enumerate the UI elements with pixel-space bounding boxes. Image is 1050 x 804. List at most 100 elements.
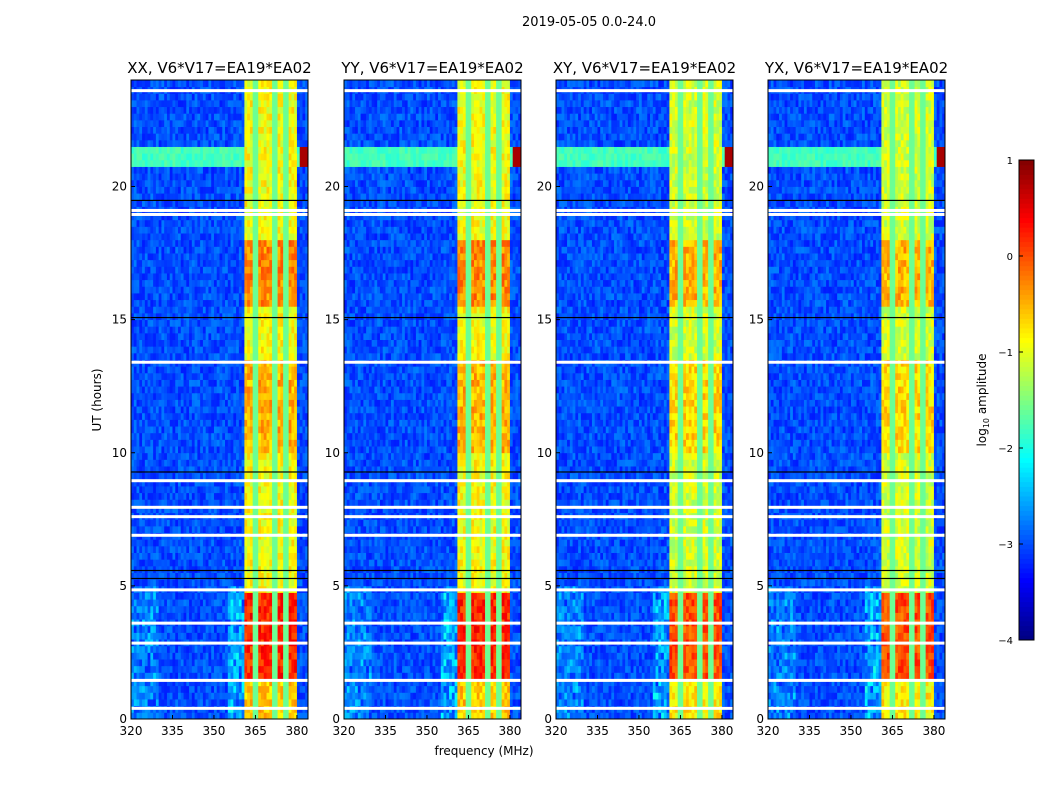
- heatmap-cell: [277, 379, 281, 387]
- heatmap-cell: [150, 679, 154, 687]
- heatmap-cell: [139, 479, 143, 487]
- heatmap-cell: [249, 492, 254, 500]
- heatmap-cell: [139, 306, 143, 314]
- heatmap-cell: [144, 539, 148, 547]
- heatmap-cell: [299, 366, 303, 374]
- heatmap-cell: [277, 665, 281, 673]
- heatmap-cell: [136, 399, 140, 407]
- heatmap-cell: [183, 246, 187, 254]
- heatmap-cell: [153, 219, 157, 227]
- heatmap-cell: [161, 552, 165, 560]
- heatmap-cell: [266, 519, 270, 527]
- heatmap-cell: [249, 525, 254, 534]
- heatmap-cell: [272, 266, 276, 274]
- heatmap-cell: [222, 545, 226, 553]
- heatmap-cell: [155, 366, 160, 374]
- heatmap-cell: [233, 399, 237, 407]
- heatmap-cell: [263, 293, 267, 301]
- heatmap-cell: [191, 712, 196, 720]
- heatmap-cell: [144, 625, 148, 633]
- heatmap-cell: [211, 253, 215, 261]
- heatmap-cell: [225, 219, 229, 227]
- heatmap-cell: [202, 199, 207, 207]
- heatmap-cell: [169, 712, 173, 720]
- heatmap-cell: [233, 346, 237, 354]
- heatmap-cell: [222, 519, 226, 527]
- heatmap-cell: [274, 625, 278, 633]
- heatmap-cell: [183, 259, 187, 267]
- heatmap-cell: [155, 253, 160, 261]
- heatmap-cell: [139, 239, 143, 247]
- heatmap-cell: [272, 346, 276, 354]
- heatmap-cell: [200, 645, 204, 653]
- heatmap-cell: [291, 432, 295, 440]
- heatmap-cell: [208, 386, 212, 394]
- heatmap-cell: [241, 266, 245, 274]
- heatmap-cell: [238, 432, 243, 440]
- heatmap-cell: [211, 559, 215, 567]
- heatmap-cell: [180, 579, 184, 587]
- heatmap-cell: [186, 399, 190, 407]
- heatmap-cell: [139, 446, 143, 454]
- heatmap-cell: [175, 392, 179, 400]
- heatmap-cell: [274, 246, 278, 254]
- heatmap-cell: [227, 352, 231, 360]
- heatmap-cell: [277, 492, 281, 500]
- heatmap-cell: [299, 213, 303, 221]
- heatmap-cell: [158, 559, 162, 567]
- heatmap-cell: [175, 565, 179, 573]
- heatmap-cell: [233, 233, 237, 241]
- heatmap-cell: [219, 539, 223, 547]
- heatmap-cell: [299, 253, 303, 261]
- heatmap-cell: [230, 525, 234, 534]
- heatmap-cell: [280, 446, 284, 454]
- heatmap-cell: [258, 299, 262, 307]
- heatmap-cell: [216, 552, 220, 560]
- heatmap-cell: [249, 439, 254, 447]
- heatmap-cell: [131, 273, 135, 281]
- heatmap-cell: [255, 506, 259, 514]
- heatmap-cell: [219, 525, 223, 534]
- heatmap-cell: [236, 259, 240, 267]
- heatmap-cell: [169, 346, 173, 354]
- heatmap-cell: [136, 605, 140, 613]
- heatmap-cell: [161, 539, 165, 547]
- heatmap-cell: [269, 233, 273, 241]
- heatmap-cell: [249, 419, 254, 427]
- heatmap-cell: [305, 712, 309, 720]
- heatmap-cell: [136, 199, 140, 207]
- heatmap-cell: [164, 645, 168, 653]
- heatmap-cell: [299, 499, 303, 507]
- heatmap-cell: [197, 452, 201, 460]
- heatmap-cell: [230, 605, 234, 613]
- heatmap-cell: [274, 266, 278, 274]
- heatmap-cell: [236, 692, 240, 700]
- heatmap-cell: [272, 312, 276, 321]
- heatmap-cell: [194, 552, 198, 560]
- heatmap-cell: [222, 266, 226, 274]
- heatmap-cell: [197, 286, 201, 294]
- heatmap-cell: [272, 665, 276, 673]
- heatmap-cell: [211, 572, 215, 580]
- heatmap-cell: [139, 652, 143, 660]
- heatmap-cell: [258, 446, 262, 454]
- heatmap-cell: [277, 319, 281, 327]
- heatmap-cell: [291, 506, 295, 514]
- heatmap-cell: [172, 266, 176, 274]
- heatmap-cell: [194, 226, 198, 234]
- heatmap-cell: [164, 439, 168, 447]
- heatmap-cell: [158, 233, 162, 241]
- heatmap-cell: [236, 392, 240, 400]
- heatmap-cell: [263, 233, 267, 241]
- heatmap-cell: [200, 279, 204, 287]
- heatmap-cell: [283, 605, 287, 613]
- heatmap-cell: [227, 712, 231, 720]
- heatmap-cell: [252, 506, 256, 514]
- heatmap-cell: [213, 559, 218, 567]
- heatmap-cell: [183, 605, 187, 613]
- heatmap-cell: [144, 519, 148, 527]
- heatmap-cell: [166, 545, 171, 553]
- heatmap-cell: [172, 293, 176, 301]
- heatmap-cell: [200, 372, 204, 380]
- heatmap-cell: [236, 233, 240, 241]
